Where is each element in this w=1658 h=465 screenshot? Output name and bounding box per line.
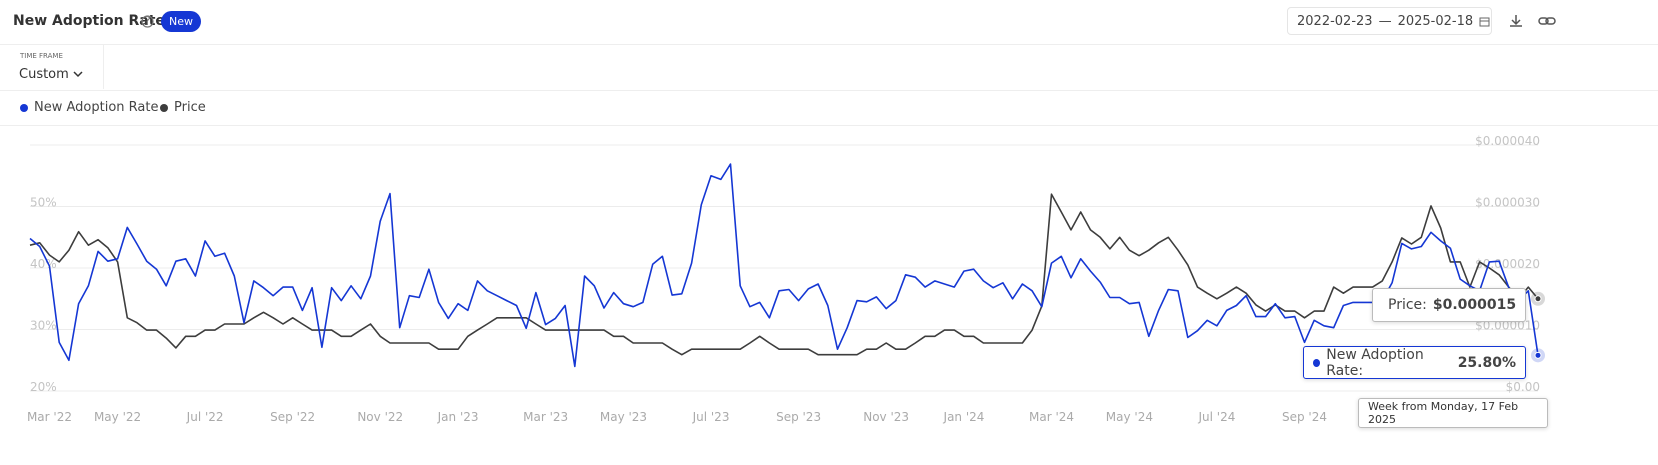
hover-point	[1534, 351, 1542, 359]
legend-label: New Adoption Rate	[34, 100, 159, 115]
x-tick-label: Sep '24	[1282, 410, 1327, 424]
series-line	[29, 163, 1539, 368]
x-tick-label: Nov '22	[357, 410, 403, 424]
date-start: 2022-02-23	[1297, 13, 1373, 29]
x-tick-label: Jul '24	[1198, 410, 1236, 424]
badge: New	[161, 11, 201, 32]
title: New Adoption Rate	[13, 13, 165, 29]
x-tick-label: Jan '23	[437, 410, 479, 424]
x-tick-label: Jul '22	[186, 410, 224, 424]
legend: New Adoption Rate Price	[0, 90, 1658, 126]
date-range[interactable]: 2022-02-23 — 2025-02-18	[1287, 7, 1492, 35]
price-tooltip: Price: $0.000015	[1372, 288, 1526, 322]
date-end: 2025-02-18	[1397, 13, 1474, 29]
x-tick-label: May '22	[94, 410, 141, 424]
calendar-icon	[1479, 17, 1490, 26]
x-tick-label: Mar '22	[27, 410, 72, 424]
x-tick-label: May '24	[1106, 410, 1153, 424]
legend-dot	[20, 103, 28, 112]
x-tick-label: Sep '23	[776, 410, 821, 424]
x-tick-label: Nov '23	[863, 410, 909, 424]
tooltip-dot	[1313, 358, 1321, 367]
link-icon[interactable]	[1538, 13, 1556, 29]
tooltip-label: New Adoption Rate:	[1326, 346, 1424, 379]
time-frame-control[interactable]: TIME FRAME Custom	[3, 45, 104, 89]
y2-tick-label: $0.000030	[1475, 196, 1540, 210]
x-tick-label: Jan '24	[943, 410, 985, 424]
tooltip-value: 25.80%	[1457, 354, 1516, 371]
header: New Adoption Rate ? New 2022-02-23 — 2025-…	[0, 0, 1658, 45]
y-tick-label: 30%	[30, 319, 57, 333]
week-text: Week from Monday, 17 Feb 2025	[1368, 400, 1519, 426]
help-icon[interactable]: ?	[141, 15, 154, 28]
x-tick-label: Mar '23	[523, 410, 568, 424]
time-frame-value: Custom	[19, 67, 83, 82]
time-frame-label: TIME FRAME	[20, 52, 63, 60]
download-icon[interactable]	[1508, 13, 1524, 29]
x-tick-label: Jul '23	[692, 410, 730, 424]
x-tick-label: Sep '22	[270, 410, 315, 424]
legend-label: Price	[174, 100, 206, 115]
x-tick-label: Mar '24	[1029, 410, 1074, 424]
y2-tick-label: $0.000040	[1475, 134, 1540, 148]
chart: $0.00 $0.000010 $0.000020 $0.000030 $0.00004…	[27, 134, 1545, 424]
hover-point	[1534, 295, 1542, 303]
y2-tick-label: $0.000010	[1475, 319, 1540, 333]
x-tick-label: May '23	[600, 410, 647, 424]
y2-tick-label: $0.00	[1506, 380, 1540, 394]
chevron	[73, 71, 83, 78]
time-frame-text: Custom	[19, 67, 69, 82]
week-tooltip: Week from Monday, 17 Feb 2025	[1358, 398, 1548, 428]
svg-text:?: ?	[144, 15, 150, 28]
y2-tick-label: $0.000020	[1475, 257, 1540, 271]
rate-tooltip: New Adoption Rate: 25.80%	[1303, 346, 1526, 379]
tooltip-label: Price:	[1388, 297, 1427, 313]
legend-dot	[160, 103, 168, 112]
y-tick-label: 20%	[30, 380, 57, 394]
legend-item[interactable]: Price	[160, 100, 206, 115]
y-tick-label: 50%	[30, 196, 57, 210]
y-tick-label: 40%	[30, 257, 57, 271]
series-line	[29, 193, 1539, 356]
date-separator: —	[1378, 13, 1392, 29]
legend-item[interactable]: New Adoption Rate	[20, 100, 158, 115]
tooltip-value: $0.000015	[1432, 297, 1517, 313]
